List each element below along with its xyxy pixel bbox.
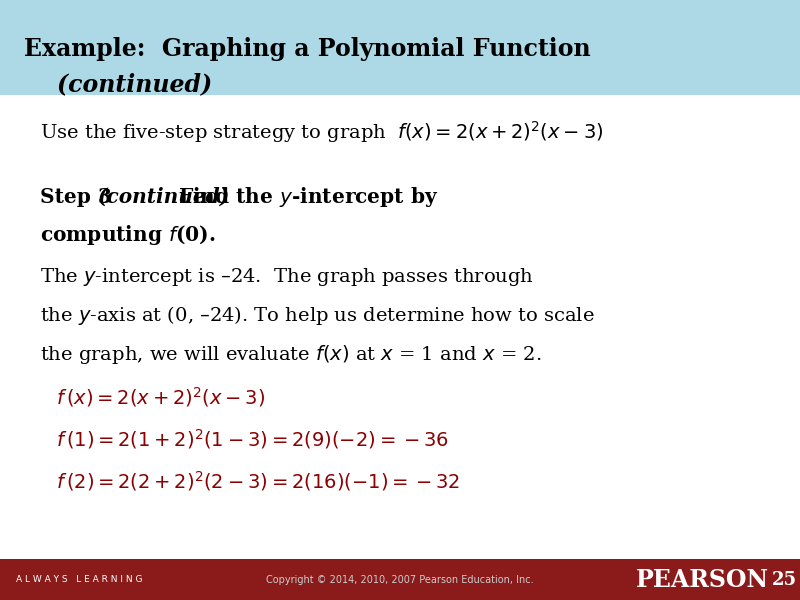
- Text: (continued): (continued): [98, 187, 230, 207]
- Text: $f\,(x) = 2(x+2)^2(x-3)$: $f\,(x) = 2(x+2)^2(x-3)$: [56, 385, 265, 409]
- Text: 25: 25: [772, 571, 797, 589]
- Text: A L W A Y S   L E A R N I N G: A L W A Y S L E A R N I N G: [16, 575, 142, 584]
- FancyBboxPatch shape: [0, 0, 800, 95]
- Text: computing $f$(0).: computing $f$(0).: [40, 223, 216, 247]
- Text: Copyright © 2014, 2010, 2007 Pearson Education, Inc.: Copyright © 2014, 2010, 2007 Pearson Edu…: [266, 575, 534, 584]
- Text: Step 3: Step 3: [40, 187, 126, 207]
- Text: PEARSON: PEARSON: [636, 568, 769, 592]
- Text: $f\,(2) = 2(2+2)^2(2-3) = 2(16)(-1) = -32$: $f\,(2) = 2(2+2)^2(2-3) = 2(16)(-1) = -3…: [56, 469, 460, 493]
- Text: (continued): (continued): [24, 72, 212, 96]
- FancyBboxPatch shape: [0, 559, 800, 600]
- Text: Example:  Graphing a Polynomial Function: Example: Graphing a Polynomial Function: [24, 37, 590, 61]
- Text: Use the five-step strategy to graph  $f(x) = 2(x+2)^2(x-3)$: Use the five-step strategy to graph $f(x…: [40, 119, 603, 145]
- Text: $f\,(1) = 2(1+2)^2(1-3) = 2(9)(-2) = -36$: $f\,(1) = 2(1+2)^2(1-3) = 2(9)(-2) = -36…: [56, 427, 449, 451]
- Text: the graph, we will evaluate $f(x)$ at $x$ = 1 and $x$ = 2.: the graph, we will evaluate $f(x)$ at $x…: [40, 343, 542, 365]
- Text: the $y$-axis at (0, –24). To help us determine how to scale: the $y$-axis at (0, –24). To help us det…: [40, 304, 594, 327]
- Text: Find the $y$-intercept by: Find the $y$-intercept by: [171, 185, 438, 209]
- Text: The $y$-intercept is –24.  The graph passes through: The $y$-intercept is –24. The graph pass…: [40, 266, 534, 288]
